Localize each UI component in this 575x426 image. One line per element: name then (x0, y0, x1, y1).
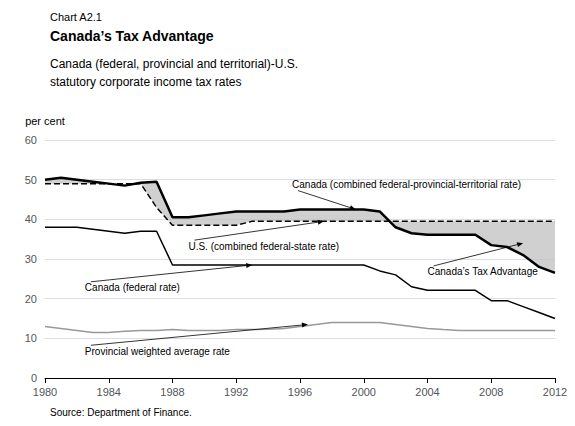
svg-text:Canada (federal, provincial an: Canada (federal, provincial and territor… (50, 57, 298, 71)
svg-text:2000: 2000 (352, 386, 376, 398)
svg-text:60: 60 (25, 134, 37, 146)
svg-text:1984: 1984 (97, 386, 121, 398)
svg-text:10: 10 (25, 332, 37, 344)
svg-text:1992: 1992 (224, 386, 248, 398)
svg-text:50: 50 (25, 174, 37, 186)
svg-text:per cent: per cent (25, 115, 65, 127)
svg-text:Canada’s Tax Advantage: Canada’s Tax Advantage (50, 28, 214, 44)
svg-text:1988: 1988 (160, 386, 184, 398)
svg-text:20: 20 (25, 293, 37, 305)
svg-text:1980: 1980 (33, 386, 57, 398)
svg-text:Canada (federal rate): Canada (federal rate) (85, 282, 180, 293)
svg-text:Chart A2.1: Chart A2.1 (50, 11, 102, 23)
svg-text:2012: 2012 (543, 386, 567, 398)
svg-text:U.S. (combined federal-state r: U.S. (combined federal-state rate) (188, 241, 339, 252)
svg-text:statutory corporate income tax: statutory corporate income tax rates (50, 75, 241, 89)
svg-text:30: 30 (25, 253, 37, 265)
svg-text:1996: 1996 (288, 386, 312, 398)
svg-text:2008: 2008 (479, 386, 503, 398)
svg-text:Canada (combined federal-provi: Canada (combined federal-provincial-terr… (292, 179, 521, 190)
svg-text:2004: 2004 (415, 386, 439, 398)
svg-text:40: 40 (25, 213, 37, 225)
svg-text:Provincial weighted average ra: Provincial weighted average rate (85, 346, 231, 357)
svg-text:Source: Department of Finance.: Source: Department of Finance. (50, 407, 192, 418)
svg-text:Canada’s Tax Advantage: Canada’s Tax Advantage (428, 266, 539, 277)
svg-text:0: 0 (31, 372, 37, 384)
